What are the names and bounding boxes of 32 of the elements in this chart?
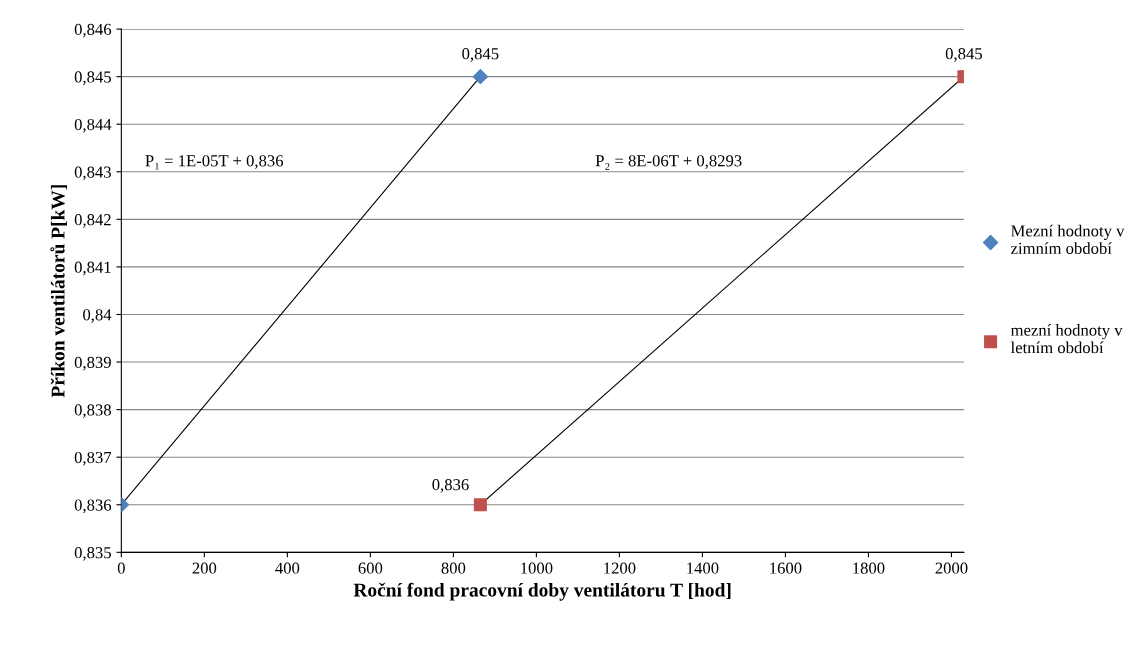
x-tick-label: 1600 (770, 562, 802, 574)
legend-label: Mezní hodnoty v zimním období (1011, 224, 1125, 254)
data-label: 0,845 (945, 48, 982, 62)
y-tick-label: 0,839 (74, 356, 111, 371)
y-axis-title: Příkon ventilátorů P[kW] (50, 185, 68, 398)
y-tick-label: 0,837 (74, 451, 112, 466)
annotation: P₂ = 8E-06T + 0,8293 (595, 155, 742, 170)
y-tick-label: 0,842 (74, 214, 111, 228)
x-tick-label: 1200 (604, 562, 636, 574)
data-label: 0,845 (462, 48, 499, 62)
annotation: P₁ = 1E-05T + 0,836 (145, 155, 284, 170)
x-tick-label: 400 (275, 562, 300, 574)
legend-label: mezní hodnoty v letním období (1010, 324, 1123, 354)
x-tick-label: 200 (192, 562, 217, 574)
x-tick-label: 600 (358, 562, 383, 574)
x-tick-label: 1000 (521, 562, 553, 574)
y-tick-label: 0,845 (74, 71, 111, 85)
x-tick-label: 800 (441, 562, 466, 574)
y-tick-label: 0,84 (83, 309, 112, 323)
y-tick-label: 0,836 (74, 499, 112, 514)
x-tick-label: 1400 (687, 562, 719, 574)
x-tick-label: 0 (117, 562, 125, 574)
y-tick-label: 0,844 (74, 118, 112, 133)
x-tick-label: 2000 (935, 562, 968, 574)
y-tick-label: 0,843 (74, 166, 111, 181)
y-tick-label: 0,838 (74, 404, 111, 418)
data-label: 0,836 (432, 479, 469, 493)
y-tick-label: 0,835 (74, 547, 111, 561)
x-tick-label: 1800 (853, 562, 885, 574)
x-axis-title: Roční fond pracovní doby ventilátoru T [hod] (353, 582, 731, 601)
y-tick-label: 0,846 (74, 23, 112, 38)
y-tick-label: 0,841 (74, 261, 111, 276)
